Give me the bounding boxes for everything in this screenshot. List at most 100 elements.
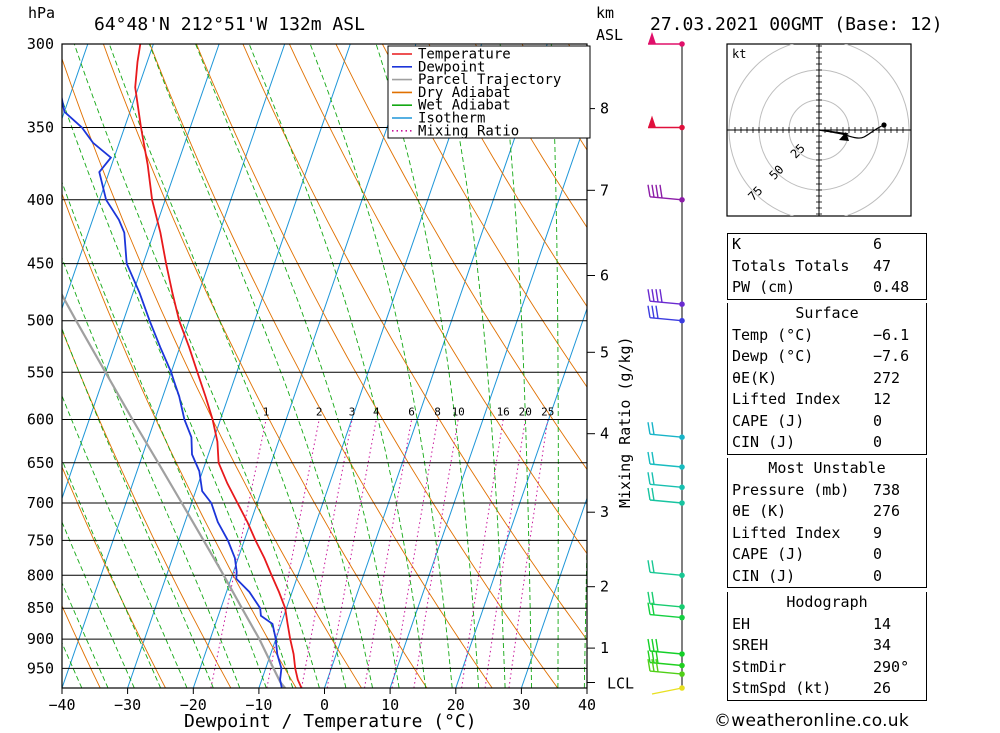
wind-barb (647, 602, 685, 621)
pressure-tick-label: 750 (27, 531, 54, 549)
wet-adiabat-line (62, 394, 188, 688)
dry-adiabat-line (102, 44, 428, 688)
wind-barb (647, 560, 685, 579)
storm-motion-vector (818, 129, 849, 135)
wind-barb (647, 638, 685, 657)
pressure-tick-label: 300 (27, 35, 54, 53)
mixing-ratio-axis-label: Mixing Ratio (g/kg) (616, 336, 634, 508)
isotherm-line (324, 44, 548, 688)
dry-adiabat-line (149, 44, 493, 688)
pressure-tick-label: 900 (27, 630, 54, 648)
index-row-totals: Totals Totals 47 (732, 256, 892, 275)
wind-barb (651, 685, 685, 695)
surface-row-dewp: Dewp (°C) −7.6 (732, 347, 910, 365)
mu-row-cape: CAPE (J) 0 (732, 545, 883, 563)
wet-adiabat-line (550, 44, 559, 688)
storm-motion-marker (839, 132, 849, 141)
wind-level-dot (679, 500, 685, 506)
legend-label: Dewpoint (418, 59, 485, 75)
mixing-ratio-label: 6 (408, 406, 415, 419)
dry-adiabat-line (62, 57, 362, 688)
wind-level-dot (679, 662, 685, 669)
sounding-profiles (62, 44, 303, 688)
km-tick-label: 7 (600, 181, 609, 199)
wind-level-dot (679, 124, 685, 131)
mixing-ratio-label: 2 (316, 406, 323, 419)
hpa-label: hPa (28, 4, 55, 22)
isotherm-line (258, 44, 483, 688)
wind-level-dot (679, 604, 685, 610)
dry-adiabat-line (195, 44, 558, 688)
datetime-title: 27.03.2021 00GMT (Base: 12) (650, 14, 943, 35)
temperature-tick-label: −20 (180, 696, 207, 714)
wind-level-dot (679, 651, 685, 657)
pressure-tick-label: 600 (27, 411, 54, 429)
dry-adiabat-line (62, 604, 101, 688)
dry-adiabat-line (475, 44, 587, 229)
parcel-trajectory-line (62, 292, 286, 688)
mixing-ratio-label: 10 (452, 406, 465, 419)
dry-adiabat-line (62, 465, 166, 688)
isotherm-line (62, 44, 286, 688)
mixing-ratio-label: 25 (541, 406, 554, 419)
wind-barb (647, 305, 685, 324)
temperature-tick-label: 20 (447, 696, 465, 714)
wind-level-dot (679, 484, 685, 491)
wet-adiabat-line (62, 521, 135, 688)
wind-barb (647, 472, 685, 491)
dry-adiabat-line (382, 44, 587, 388)
isotherm-line (62, 44, 220, 500)
mixing-ratio-line (266, 419, 320, 688)
surface-panel: Surface Temp (°C) −6.1 Dewp (°C) −7.6 θE(K… (727, 303, 927, 455)
dry-adiabat-line (335, 44, 587, 471)
axes: 3003504004505005506006507007508008509009… (27, 35, 634, 714)
mixing-ratio-line (508, 419, 549, 688)
mixing-ratio-line (301, 419, 353, 688)
km-tick-label: 8 (600, 100, 609, 118)
legend-label: Mixing Ratio (418, 123, 519, 139)
wind-barb (647, 184, 685, 203)
wet-adiabat-line (248, 44, 427, 688)
isotherm-line (389, 117, 587, 688)
wet-adiabat-line (73, 44, 320, 688)
legend-label: Wet Adiabat (418, 98, 511, 114)
wet-adiabat-line (195, 44, 400, 688)
wet-adiabat-line (375, 44, 480, 688)
wind-barb (647, 591, 685, 610)
wind-barb (647, 289, 685, 308)
x-axis-label: Dewpoint / Temperature (°C) (184, 711, 477, 732)
wind-level-dot (679, 464, 685, 470)
asl-label: ASL (596, 26, 623, 44)
wet-adiabat-line (148, 44, 373, 688)
wind-level-dot (679, 317, 685, 324)
dry-adiabat-line (428, 44, 587, 308)
temperature-tick-label: 40 (578, 696, 596, 714)
mixing-ratio-line (484, 419, 526, 688)
copyright-footer[interactable]: ©weatheronline.co.uk (714, 711, 910, 731)
mixing-ratio-label: 16 (497, 406, 510, 419)
temperature-tick-label: −40 (48, 696, 75, 714)
lcl-label: LCL (607, 675, 634, 693)
legend-label: Parcel Trajectory (418, 72, 561, 88)
surface-row-temp: Temp (°C) −6.1 (732, 325, 910, 344)
pressure-tick-label: 800 (27, 566, 54, 584)
km-tick-label: 1 (600, 639, 609, 657)
mixing-ratio-line (391, 419, 438, 688)
dewpoint-line (62, 94, 283, 688)
pressure-tick-label: 650 (27, 454, 54, 472)
wind-level-dot (679, 197, 685, 203)
wet-adiabat-line (108, 44, 347, 688)
wet-adiabat-line (62, 327, 214, 688)
temperature-tick-label: 0 (320, 696, 329, 714)
wet-adiabat-line (62, 98, 294, 688)
wet-adiabat-line (440, 44, 506, 688)
km-tick-label: 3 (600, 503, 609, 521)
mixing-ratio-line (210, 419, 267, 688)
wind-barb (647, 658, 685, 677)
wind-profile (647, 32, 685, 695)
